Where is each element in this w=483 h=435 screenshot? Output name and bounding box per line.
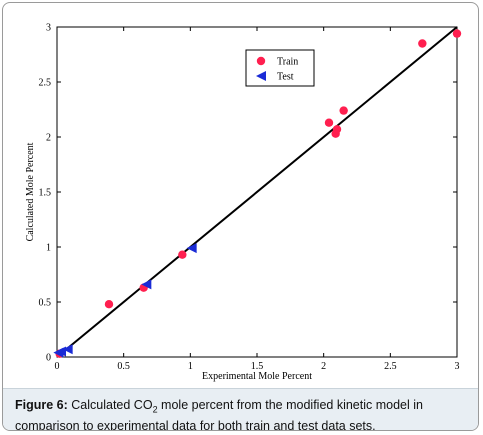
caption-subscript: 2 <box>152 404 158 415</box>
x-tick-label: 1.5 <box>251 361 264 372</box>
x-tick-label: 1 <box>188 361 193 372</box>
train-point <box>178 250 187 259</box>
train-point <box>104 300 114 309</box>
train-point <box>452 29 462 38</box>
y-tick-label: 1.5 <box>39 188 52 199</box>
legend-test-marker <box>256 71 266 81</box>
scatter-chart: 0 0.5 1 1.5 2 2.5 3 0 0.5 1 1.5 2 2.5 3 Experimental … <box>25 23 462 382</box>
x-tick-label: 2 <box>321 361 326 372</box>
train-point <box>339 106 348 115</box>
legend-label: Train <box>277 57 298 68</box>
fit-line <box>56 26 458 358</box>
caption-label: Figure 6: <box>15 398 68 412</box>
y-tick-label: 0 <box>46 353 51 364</box>
y-tick-label: 2 <box>46 133 51 144</box>
x-tick-label: 0.5 <box>117 361 130 372</box>
x-axis-label: Experimental Mole Percent <box>202 371 312 382</box>
legend-box <box>245 49 315 87</box>
y-tick-label: 3 <box>46 23 51 34</box>
x-tick-label: 2.5 <box>384 361 397 372</box>
train-point <box>324 118 334 127</box>
x-tick-label: 3 <box>455 361 460 372</box>
y-tick-label: 0.5 <box>39 298 52 309</box>
figure-caption: Figure 6: Calculated CO2 mole percent fr… <box>3 388 478 430</box>
x-tick-label: 0 <box>55 361 60 372</box>
y-axis-label: Calculated Mole Percent <box>25 142 36 241</box>
train-point <box>418 39 427 48</box>
y-tick-label: 1 <box>46 243 51 254</box>
caption-text-end: mole percent from the modified kinetic m… <box>15 398 423 431</box>
test-point <box>141 279 152 290</box>
y-tick-label: 2.5 <box>39 78 52 89</box>
figure-panel: 0 0.5 1 1.5 2 2.5 3 0 0.5 1 1.5 2 2.5 3 Experimental … <box>2 2 479 431</box>
data-points-layer <box>53 29 462 358</box>
reference-line-layer <box>56 26 458 358</box>
caption-text-start: Calculated CO <box>67 398 153 412</box>
test-point <box>186 243 197 254</box>
axis-ticks: 0 0.5 1 1.5 2 2.5 3 0 0.5 1 1.5 2 2.5 3 <box>39 23 460 373</box>
legend-train-marker <box>256 56 266 66</box>
legend-label: Test <box>277 72 294 83</box>
train-point <box>332 125 342 134</box>
legend: Train Test <box>245 49 315 87</box>
test-point <box>62 344 73 355</box>
